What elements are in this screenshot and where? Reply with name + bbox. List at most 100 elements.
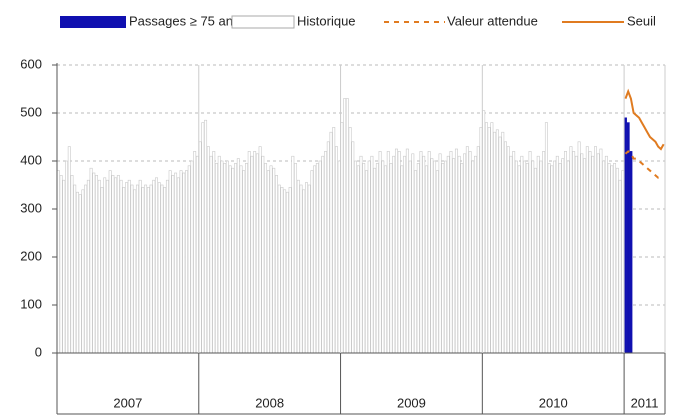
bar <box>463 153 467 354</box>
bar <box>114 177 118 354</box>
legend-label: Valeur attendue <box>447 13 538 28</box>
bar <box>531 160 535 354</box>
bar <box>356 165 360 354</box>
bar <box>400 165 404 354</box>
bar <box>182 172 186 354</box>
bar <box>364 170 368 354</box>
bar <box>613 163 617 354</box>
bar <box>141 187 145 354</box>
bar <box>185 170 188 354</box>
bar <box>318 160 322 354</box>
bar <box>457 155 461 354</box>
bar <box>266 170 270 354</box>
bar <box>234 163 238 354</box>
bar <box>386 151 390 354</box>
bar <box>264 163 268 354</box>
bar <box>506 146 510 354</box>
bar <box>525 163 529 354</box>
y-tick-label: 600 <box>20 56 42 71</box>
bar <box>373 167 377 354</box>
bar <box>594 146 597 354</box>
bar <box>86 179 90 354</box>
threshold-line <box>624 88 665 151</box>
bar <box>626 122 630 354</box>
bar <box>585 146 589 354</box>
y-tick-label: 100 <box>20 296 42 311</box>
x-group-label: 2011 <box>631 395 659 410</box>
legend-label: Seuil <box>627 13 656 28</box>
bar <box>487 127 491 354</box>
bar <box>430 158 434 354</box>
bar <box>217 155 221 354</box>
bar <box>127 179 131 354</box>
bar <box>351 141 355 354</box>
bar <box>460 163 464 354</box>
bar <box>302 189 306 354</box>
bar <box>291 155 295 354</box>
bar <box>334 146 338 354</box>
bar <box>588 151 592 354</box>
x-group-label: 2009 <box>397 395 426 410</box>
bar <box>566 160 570 354</box>
bar <box>446 155 450 354</box>
bar <box>95 175 98 354</box>
bar <box>523 160 527 354</box>
bar <box>539 160 543 354</box>
bar <box>599 148 603 354</box>
bar <box>607 163 611 354</box>
bar <box>348 127 352 354</box>
bar <box>354 160 358 354</box>
bar <box>332 127 336 354</box>
bar <box>629 151 633 354</box>
bar <box>285 191 289 354</box>
bar <box>294 163 298 354</box>
bar <box>542 151 546 354</box>
bar <box>553 160 557 354</box>
bar <box>615 167 619 354</box>
bar <box>424 165 428 354</box>
bar <box>324 151 328 354</box>
bar <box>550 165 554 354</box>
bar <box>534 167 537 354</box>
bar <box>73 184 77 354</box>
legend-swatch <box>60 16 126 28</box>
bar <box>272 167 276 354</box>
bar <box>555 155 559 354</box>
bar <box>547 163 551 354</box>
bar <box>168 170 172 354</box>
bar <box>370 155 374 354</box>
y-tick-label: 400 <box>20 152 42 167</box>
bar <box>78 194 82 354</box>
bar <box>471 160 475 354</box>
bar <box>165 179 169 354</box>
bar <box>433 160 437 354</box>
bar <box>201 122 205 354</box>
bar <box>329 131 333 354</box>
bar <box>580 153 584 354</box>
bar <box>215 163 218 354</box>
bar <box>476 146 480 354</box>
bar <box>596 153 600 354</box>
bar <box>577 141 581 354</box>
bar <box>220 160 224 354</box>
bar <box>56 170 60 354</box>
bar <box>250 155 254 354</box>
bar <box>493 131 497 354</box>
bar <box>490 122 494 354</box>
bar <box>408 160 412 354</box>
bar <box>345 98 349 354</box>
bar <box>155 177 158 354</box>
y-tick-label: 200 <box>20 248 42 263</box>
bar <box>536 155 540 354</box>
bar <box>517 165 521 354</box>
x-group-label: 2008 <box>255 395 284 410</box>
bar <box>100 187 104 354</box>
bar <box>204 119 208 354</box>
bar <box>337 160 341 354</box>
bar <box>275 175 278 354</box>
bar <box>179 170 183 354</box>
bar <box>514 160 518 354</box>
legend-label: Passages ≥ 75 ans <box>129 13 240 28</box>
bar <box>414 170 417 354</box>
